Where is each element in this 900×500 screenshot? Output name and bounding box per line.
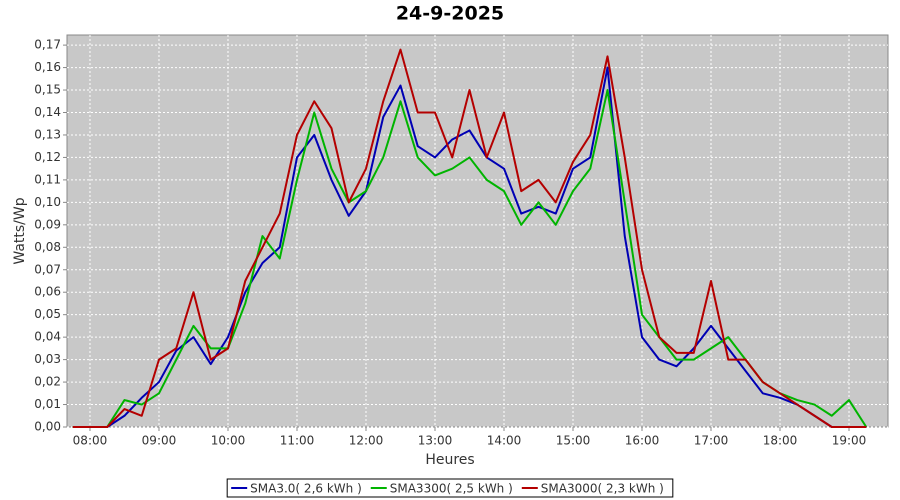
y-tick-label: 0,12: [34, 150, 61, 164]
legend-label: SMA3.0( 2,6 kWh ): [250, 482, 362, 496]
x-tick-label: 12:00: [349, 434, 384, 448]
x-tick-label: 16:00: [625, 434, 660, 448]
chart-title: 24-9-2025: [396, 3, 504, 25]
y-tick-label: 0,07: [34, 262, 61, 276]
y-tick-label: 0,14: [34, 105, 61, 119]
y-tick-label: 0,17: [34, 38, 61, 52]
y-tick-label: 0,03: [34, 352, 61, 366]
legend-box: [226, 478, 674, 498]
y-tick-label: 0,02: [34, 375, 61, 389]
x-tick-label: 11:00: [280, 434, 315, 448]
x-tick-label: 15:00: [556, 434, 591, 448]
y-tick-label: 0,08: [34, 240, 61, 254]
legend-label: SMA3000( 2,3 kWh ): [541, 482, 664, 496]
x-tick-label: 10:00: [211, 434, 246, 448]
y-tick-label: 0,16: [34, 60, 61, 74]
series-line: [72, 66, 867, 428]
y-tick-label: 0,11: [34, 172, 61, 186]
y-tick-label: 0,15: [34, 83, 61, 97]
y-tick-label: 0,09: [34, 217, 61, 231]
legend: SMA3.0( 2,6 kWh ) SMA3300( 2,5 kWh ) SMA30…: [226, 478, 674, 498]
x-tick-label: 09:00: [142, 434, 177, 448]
x-tick-label: 19:00: [832, 434, 867, 448]
y-axis-label: Watts/Wp: [12, 197, 28, 264]
x-axis-label: Heures: [425, 452, 474, 468]
y-tick-label: 0,01: [34, 397, 61, 411]
plot-area: [66, 34, 889, 428]
series-line: [72, 48, 867, 428]
x-tick-label: 14:00: [487, 434, 522, 448]
x-tick-label: 17:00: [694, 434, 729, 448]
y-tick-label: 0,05: [34, 307, 61, 321]
y-tick-label: 0,04: [34, 330, 61, 344]
y-tick-label: 0,10: [34, 195, 61, 209]
y-tick-label: 0,00: [34, 420, 61, 434]
legend-label: SMA3300( 2,5 kWh ): [390, 482, 513, 496]
y-tick-label: 0,06: [34, 285, 61, 299]
x-tick-label: 13:00: [418, 434, 453, 448]
x-tick-label: 08:00: [73, 434, 108, 448]
x-tick-label: 18:00: [763, 434, 798, 448]
y-tick-label: 0,13: [34, 127, 61, 141]
